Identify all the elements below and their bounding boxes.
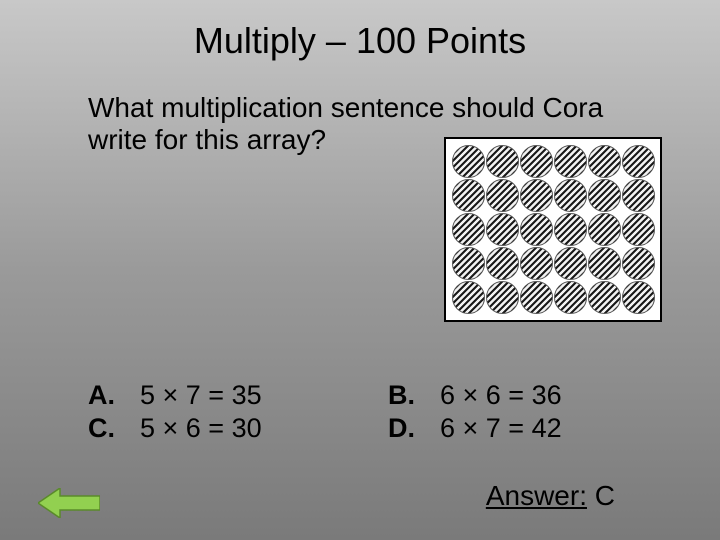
choice-label: A.: [88, 380, 140, 411]
choice-label: D.: [388, 413, 440, 444]
choice-text: 5 × 6 = 30: [140, 413, 262, 444]
array-circle: [486, 179, 519, 212]
choice-text: 6 × 6 = 36: [440, 380, 562, 411]
array-circle: [622, 213, 655, 246]
array-circle: [486, 213, 519, 246]
choice-b: B. 6 × 6 = 36: [388, 380, 562, 411]
array-circle: [520, 179, 553, 212]
slide: Multiply – 100 Points What multiplicatio…: [0, 0, 720, 540]
array-circle: [622, 179, 655, 212]
array-circle: [520, 213, 553, 246]
choice-text: 6 × 7 = 42: [440, 413, 562, 444]
array-diagram: [444, 137, 662, 322]
answer-choices: A. 5 × 7 = 35 B. 6 × 6 = 36 C. 5 × 6 = 3…: [88, 380, 648, 446]
array-circle: [452, 179, 485, 212]
array-circle: [554, 247, 587, 280]
array-circle: [622, 281, 655, 314]
array-circle: [452, 213, 485, 246]
choice-text: 5 × 7 = 35: [140, 380, 262, 411]
array-row: [450, 145, 656, 178]
array-circle: [588, 281, 621, 314]
array-circle: [588, 247, 621, 280]
array-circle: [486, 145, 519, 178]
array-circle: [554, 145, 587, 178]
array-circle: [588, 213, 621, 246]
choice-a: A. 5 × 7 = 35: [88, 380, 388, 411]
choice-row: C. 5 × 6 = 30 D. 6 × 7 = 42: [88, 413, 648, 444]
back-arrow-button[interactable]: [38, 488, 100, 518]
array-row: [450, 213, 656, 246]
array-circle: [452, 145, 485, 178]
choice-row: A. 5 × 7 = 35 B. 6 × 6 = 36: [88, 380, 648, 411]
choice-label: C.: [88, 413, 140, 444]
answer-reveal: Answer: C: [486, 480, 615, 512]
array-circle: [520, 247, 553, 280]
array-circle: [588, 179, 621, 212]
array-circle: [452, 281, 485, 314]
array-circle: [622, 247, 655, 280]
array-circle: [520, 145, 553, 178]
array-circle: [520, 281, 553, 314]
array-circle: [588, 145, 621, 178]
answer-value: C: [595, 480, 615, 511]
arrow-left-icon: [38, 488, 100, 518]
array-row: [450, 281, 656, 314]
array-circle: [554, 281, 587, 314]
array-circle: [486, 281, 519, 314]
array-circle: [554, 213, 587, 246]
answer-label: Answer:: [486, 480, 587, 511]
choice-label: B.: [388, 380, 440, 411]
slide-title: Multiply – 100 Points: [0, 20, 720, 62]
array-circle: [452, 247, 485, 280]
array-row: [450, 247, 656, 280]
array-circle: [554, 179, 587, 212]
array-circle: [622, 145, 655, 178]
choice-c: C. 5 × 6 = 30: [88, 413, 388, 444]
array-row: [450, 179, 656, 212]
choice-d: D. 6 × 7 = 42: [388, 413, 562, 444]
array-circle: [486, 247, 519, 280]
